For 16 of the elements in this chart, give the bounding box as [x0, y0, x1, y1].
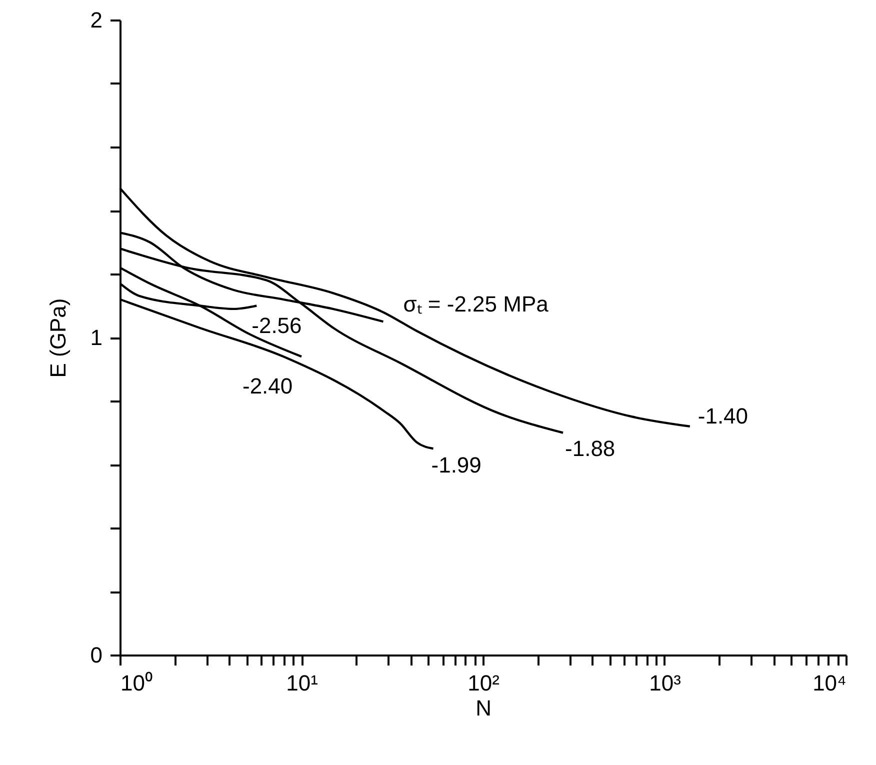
x-tick-label: 10² — [468, 670, 500, 696]
series-label: σₜ = -2.25 MPa — [403, 292, 550, 317]
y-axis-title: E (GPa) — [45, 298, 70, 378]
x-tick-label: 10¹ — [286, 670, 318, 696]
series-label: -1.40 — [698, 403, 748, 428]
x-tick-label: 10³ — [649, 670, 681, 696]
series-label: -2.56 — [252, 312, 302, 338]
series-label: -2.40 — [242, 374, 293, 399]
series-label: -1.88 — [565, 436, 616, 461]
y-tick-label: 0 — [90, 642, 102, 668]
x-axis-title: N — [476, 696, 492, 720]
x-tick-label: 10⁰ — [120, 670, 153, 696]
series-label: -1.99 — [431, 452, 482, 478]
y-tick-label: 1 — [90, 325, 102, 350]
y-tick-label: 2 — [90, 8, 102, 32]
x-tick-label: 10⁴ — [812, 670, 846, 696]
